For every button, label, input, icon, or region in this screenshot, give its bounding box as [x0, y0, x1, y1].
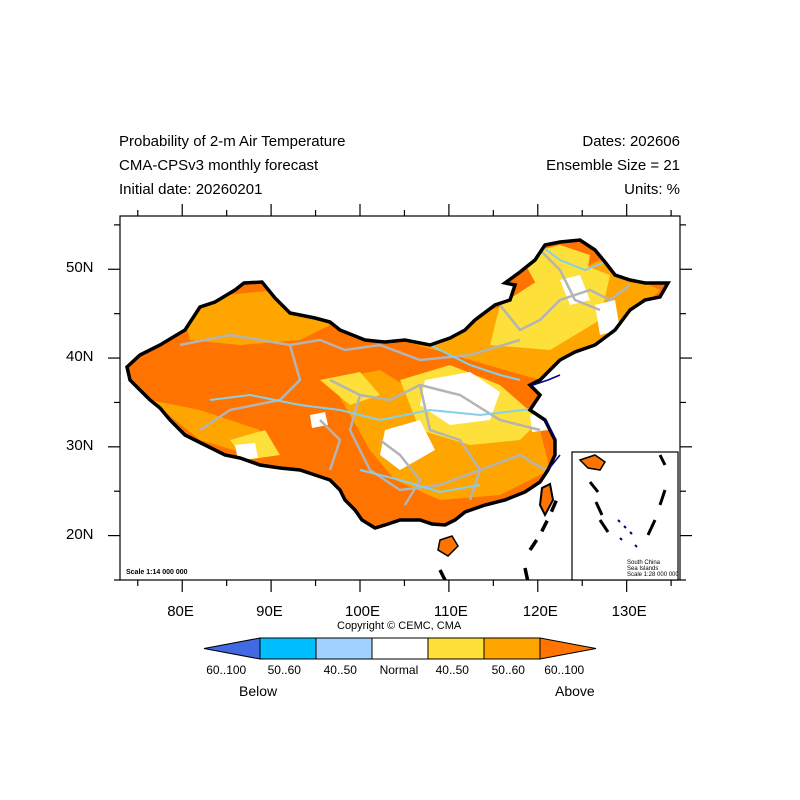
colorbar-label: 50..60 — [267, 663, 301, 677]
river-line — [429, 344, 521, 381]
colorbar-label: 60..100 — [206, 663, 247, 677]
map-scale-label: Scale 1:14 000 000 — [126, 569, 188, 576]
colorbar-box — [427, 637, 485, 660]
shade-normal — [380, 420, 435, 470]
lon-label: 100E — [345, 603, 381, 620]
taiwan-island — [538, 482, 555, 518]
province-boundaries — [179, 244, 631, 506]
river-line — [209, 393, 541, 422]
south-china-sea-inset — [571, 451, 679, 581]
colorbar-box — [483, 637, 541, 660]
colorbar-label: Normal — [379, 663, 419, 677]
colorbar-box — [259, 637, 317, 660]
province-line — [348, 394, 546, 492]
lon-label: 130E — [611, 603, 647, 620]
colorbar-label: 50..60 — [491, 663, 525, 677]
ensemble-size: Ensemble Size = 21 — [546, 157, 680, 174]
axis-ticks — [108, 204, 692, 592]
river-line — [359, 469, 481, 494]
province-line — [319, 419, 342, 471]
copyright-note: Copyright © CEMC, CMA — [337, 620, 462, 632]
forecast-dates: Dates: 202606 — [582, 133, 680, 150]
province-line — [499, 284, 631, 332]
inset-title: South China Sea Islands Scale 1:28 000 0… — [627, 560, 679, 578]
below-label: Below — [239, 683, 278, 699]
colorbar-label: 40..50 — [435, 663, 469, 677]
river-line — [539, 244, 606, 272]
units-label: Units: % — [624, 181, 680, 198]
above-label: Above — [555, 683, 595, 699]
initial-date: Initial date: 20260201 — [119, 181, 263, 198]
province-line — [418, 384, 482, 501]
lat-label: 20N — [66, 525, 94, 543]
lon-label: 80E — [167, 603, 194, 620]
lon-label: 120E — [522, 603, 558, 620]
coastline-detail — [529, 374, 561, 471]
map-frame — [119, 215, 681, 581]
colorbar-box — [203, 637, 261, 660]
shade-normal — [595, 300, 620, 335]
shade-normal — [235, 443, 258, 460]
lon-label: 90E — [256, 603, 283, 620]
hainan-island — [437, 535, 459, 557]
lat-label: 30N — [66, 436, 94, 454]
colorbar-box — [315, 637, 373, 660]
colorbar-box — [371, 637, 429, 660]
colorbar-label: 60..100 — [544, 663, 585, 677]
province-line — [379, 439, 422, 506]
colorbar-label: 40..50 — [323, 663, 357, 677]
lat-label: 50N — [66, 259, 94, 277]
province-line — [539, 249, 601, 312]
lat-label: 40N — [66, 348, 94, 366]
colorbar-box — [539, 637, 597, 660]
lon-label: 110E — [433, 603, 468, 620]
model-subtitle: CMA-CPSv3 monthly forecast — [119, 157, 319, 174]
map-title: Probability of 2-m Air Temperature — [119, 133, 346, 150]
